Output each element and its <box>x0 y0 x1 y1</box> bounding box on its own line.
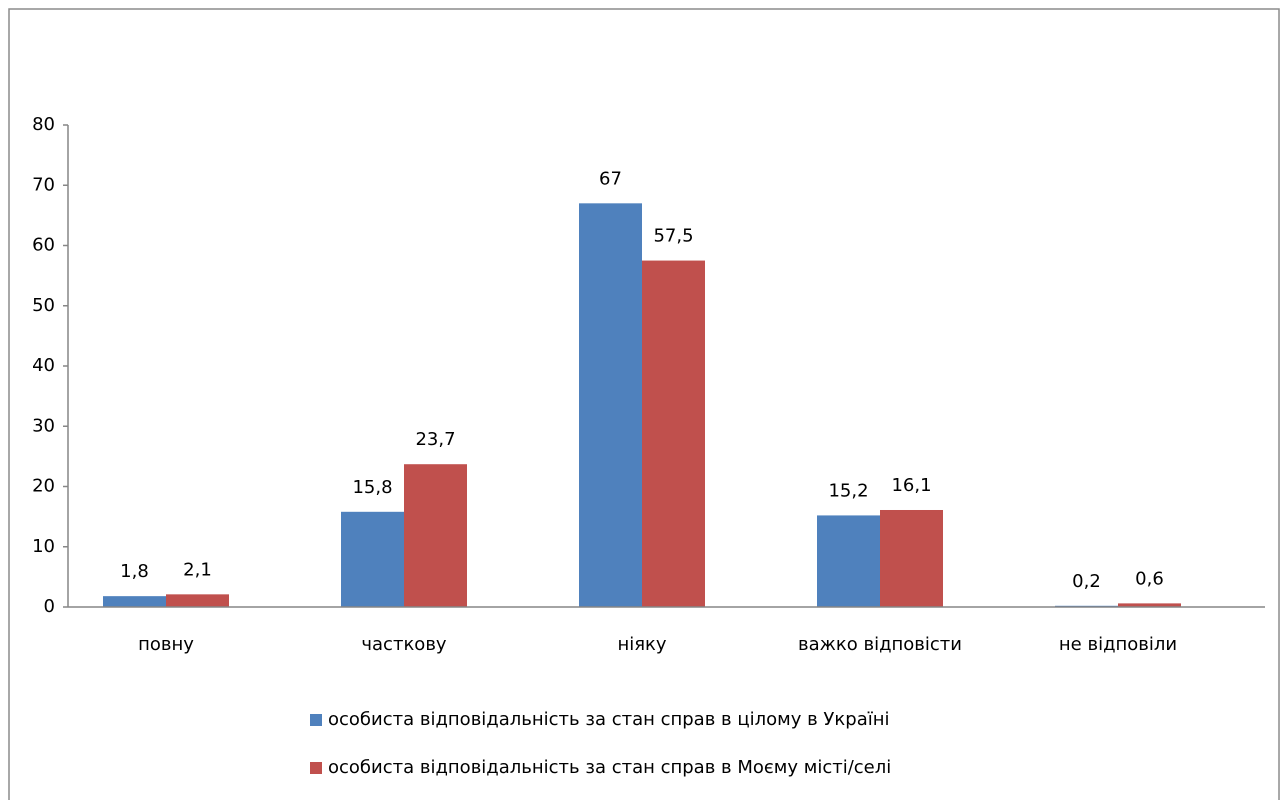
x-tick-label: повну <box>138 634 194 655</box>
legend-swatch <box>310 762 322 774</box>
bar <box>341 511 404 607</box>
x-tick-label: не відповіли <box>1059 634 1177 655</box>
y-tick-label: 60 <box>32 235 55 256</box>
y-tick-label: 40 <box>32 355 55 376</box>
bar <box>166 594 229 607</box>
data-label: 15,8 <box>352 477 392 498</box>
y-tick-label: 20 <box>32 476 55 497</box>
data-label: 67 <box>599 168 622 189</box>
data-label: 0,2 <box>1072 571 1101 592</box>
y-tick-label: 0 <box>44 596 55 617</box>
y-tick-label: 10 <box>32 536 55 557</box>
legend-label: особиста відповідальність за стан справ … <box>328 757 891 778</box>
data-label: 57,5 <box>653 226 693 247</box>
y-tick-label: 30 <box>32 415 55 436</box>
x-tick-label: ніяку <box>617 634 666 655</box>
bar <box>817 515 880 607</box>
y-tick-label: 80 <box>32 114 55 135</box>
bar <box>103 596 166 607</box>
data-label: 0,6 <box>1135 568 1164 589</box>
x-tick-label: часткову <box>361 634 447 655</box>
data-label: 15,2 <box>828 480 868 501</box>
data-label: 16,1 <box>891 475 931 496</box>
data-label: 2,1 <box>183 559 212 580</box>
bar <box>1118 603 1181 607</box>
bar <box>642 260 705 607</box>
bar <box>880 509 943 607</box>
y-tick-label: 70 <box>32 174 55 195</box>
x-tick-label: важко відповісти <box>798 634 962 655</box>
bar <box>404 464 467 607</box>
bar <box>579 203 642 607</box>
legend-swatch <box>310 714 322 726</box>
y-tick-label: 50 <box>32 295 55 316</box>
legend-label: особиста відповідальність за стан справ … <box>328 709 890 730</box>
data-label: 23,7 <box>415 429 455 450</box>
data-label: 1,8 <box>120 561 149 582</box>
